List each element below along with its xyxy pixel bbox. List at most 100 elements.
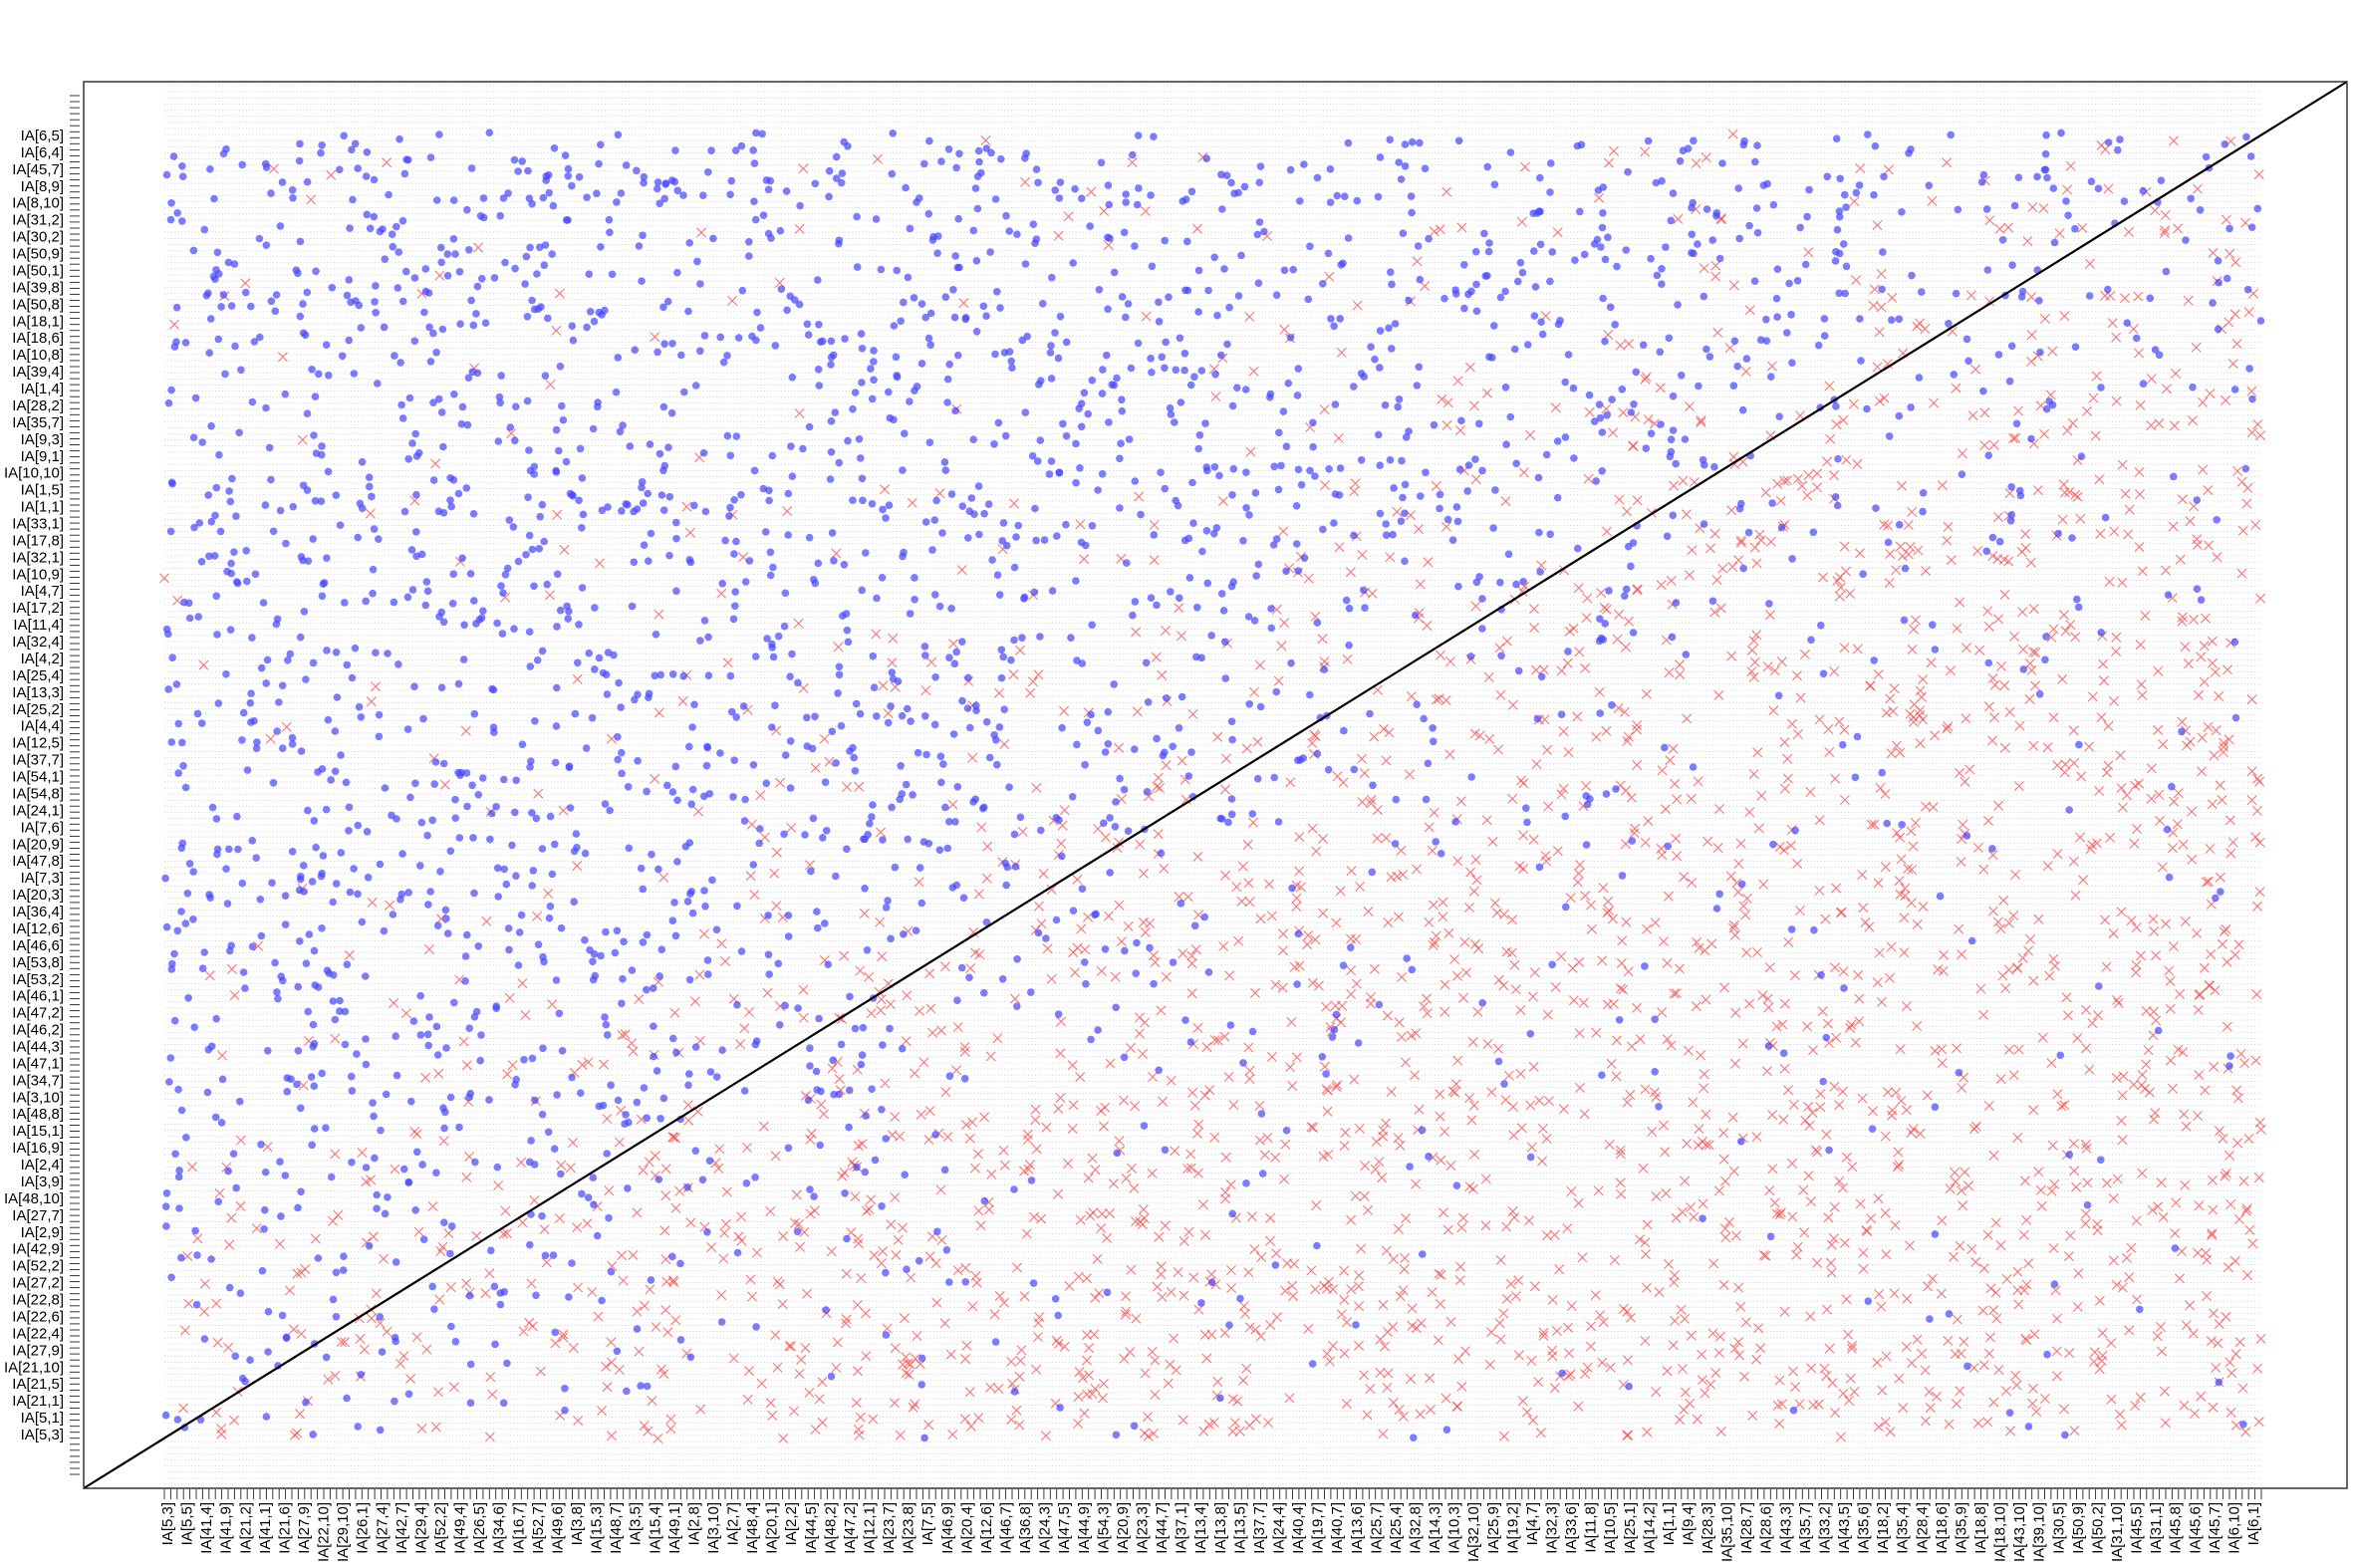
scatter-cross <box>854 781 865 792</box>
scatter-cross <box>1486 1087 1497 1098</box>
scatter-cross <box>1680 1387 1691 1398</box>
scatter-cross <box>674 1185 685 1196</box>
scatter-dot <box>1227 810 1236 819</box>
scatter-dot <box>2241 464 2250 473</box>
scatter-cross <box>2048 712 2059 723</box>
scatter-cross <box>1846 1343 1857 1354</box>
scatter-cross <box>359 1344 370 1355</box>
scatter-dot <box>1598 223 1607 232</box>
scatter-cross <box>1503 1070 1514 1081</box>
scatter-dot <box>1071 184 1079 193</box>
scatter-cross <box>1847 1162 1858 1173</box>
scatter-dot <box>355 702 364 711</box>
scatter-cross <box>1921 566 1932 577</box>
scatter-dot <box>318 141 327 149</box>
scatter-dot <box>1272 687 1281 696</box>
scatter-dot <box>1605 587 1613 595</box>
scatter-cross <box>1015 645 1026 655</box>
scatter-dot <box>2193 496 2202 504</box>
scatter-dot <box>1489 524 1497 532</box>
scatter-cross <box>2008 911 2019 921</box>
scatter-dot <box>278 681 287 689</box>
scatter-dot <box>1381 400 1390 409</box>
scatter-dot <box>618 507 626 515</box>
scatter-dot <box>878 1202 886 1210</box>
scatter-dot <box>606 806 614 815</box>
scatter-dot <box>214 1197 222 1206</box>
scatter-dot <box>888 803 896 812</box>
scatter-dot <box>1718 159 1726 167</box>
scatter-cross <box>1573 1197 1584 1208</box>
scatter-cross <box>994 687 1005 698</box>
scatter-dot <box>541 372 550 381</box>
scatter-cross <box>934 488 945 499</box>
scatter-dot <box>954 351 962 360</box>
scatter-cross <box>1838 966 1849 977</box>
scatter-cross <box>2042 742 2053 753</box>
scatter-dot <box>1936 892 1945 901</box>
scatter-dot <box>233 812 241 821</box>
scatter-cross <box>714 1144 725 1155</box>
scatter-dot <box>271 307 280 316</box>
scatter-dot <box>1750 277 1759 286</box>
scatter-dot <box>1277 461 1285 470</box>
scatter-dot <box>424 1041 433 1050</box>
scatter-cross <box>1225 1265 1236 1275</box>
scatter-cross <box>2151 950 2162 961</box>
scatter-cross <box>1272 1312 1282 1323</box>
scatter-dot <box>1851 773 1860 782</box>
scatter-dot <box>404 155 412 164</box>
scatter-dot <box>1773 265 1782 274</box>
scatter-cross <box>169 319 179 330</box>
scatter-cross <box>1806 1196 1816 1207</box>
scatter-cross <box>1270 979 1281 990</box>
scatter-cross <box>1556 665 1567 676</box>
scatter-dot <box>1819 669 1828 678</box>
scatter-cross <box>1536 560 1547 571</box>
scatter-dot <box>622 161 631 169</box>
scatter-cross <box>2198 464 2209 475</box>
scatter-cross <box>1907 507 1918 517</box>
scatter-cross <box>1611 1035 1622 1046</box>
scatter-dot <box>2151 346 2160 354</box>
scatter-cross <box>300 1264 311 1274</box>
scatter-cross <box>1542 744 1553 755</box>
scatter-cross <box>654 609 664 620</box>
scatter-dot <box>1564 351 1573 359</box>
scatter-cross <box>1964 764 1975 775</box>
scatter-cross <box>310 1233 321 1244</box>
scatter-cross <box>859 909 870 918</box>
scatter-dot <box>917 360 926 368</box>
scatter-cross <box>2196 1391 2207 1402</box>
scatter-cross <box>2068 856 2079 867</box>
scatter-dot <box>1353 196 1362 205</box>
scatter-dot <box>2005 377 2014 386</box>
scatter-dot <box>174 719 182 728</box>
scatter-dot <box>1967 936 1976 945</box>
scatter-dot <box>1294 365 1303 373</box>
scatter-dot <box>564 164 573 173</box>
scatter-cross <box>998 1145 1009 1156</box>
scatter-dot <box>1561 378 1569 387</box>
scatter-dot <box>545 188 553 197</box>
scatter-dot <box>656 1115 664 1123</box>
scatter-dot <box>485 129 494 136</box>
scatter-cross <box>2150 1108 2161 1119</box>
scatter-dot <box>2178 727 2186 736</box>
scatter-dot <box>866 819 874 828</box>
scatter-cross <box>1155 783 1165 793</box>
scatter-dot <box>551 758 560 767</box>
scatter-dot <box>470 709 479 718</box>
scatter-cross <box>1792 1241 1803 1252</box>
scatter-dot <box>613 926 622 935</box>
scatter-cross <box>1713 1185 1724 1196</box>
scatter-cross <box>1958 819 1968 830</box>
scatter-dot <box>738 286 747 295</box>
scatter-dot <box>1081 958 1089 966</box>
scatter-dot <box>751 1174 759 1181</box>
scatter-cross <box>1489 898 1500 909</box>
scatter-dot <box>1835 207 1844 215</box>
scatter-dot <box>1429 724 1437 732</box>
scatter-dot <box>731 588 739 596</box>
